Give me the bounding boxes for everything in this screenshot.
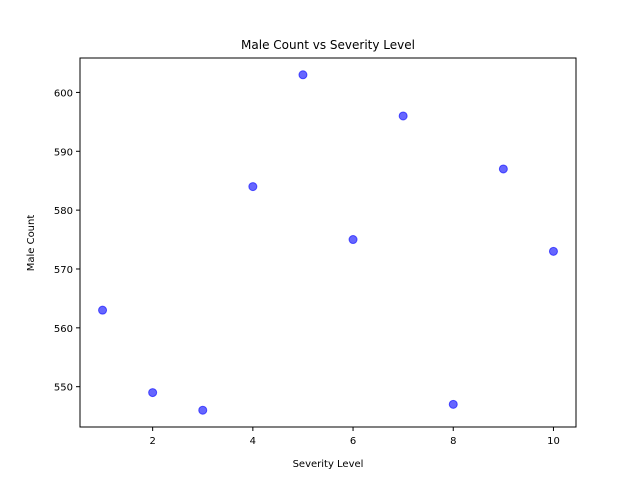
x-tick-label: 6 <box>350 436 356 447</box>
data-point <box>98 305 108 315</box>
y-tick-label: 560 <box>54 324 73 335</box>
data-point <box>298 70 308 80</box>
plot-area: 2 4 6 8 10 550 560 570 580 590 600 <box>54 57 577 447</box>
data-point <box>448 399 458 409</box>
x-axis-label: Severity Level <box>293 459 364 470</box>
y-tick-label: 570 <box>54 265 73 276</box>
x-tick-label: 10 <box>547 436 560 447</box>
data-point <box>548 246 558 256</box>
data-point <box>498 164 508 174</box>
y-tick-label: 580 <box>54 206 73 217</box>
x-tick-label: 4 <box>250 436 256 447</box>
y-tick-label: 600 <box>54 88 73 99</box>
y-axis-label: Male Count <box>26 215 37 272</box>
y-tick-label: 550 <box>54 383 73 394</box>
chart-title: Male Count vs Severity Level <box>241 38 415 52</box>
data-point <box>198 405 208 415</box>
plot-frame <box>79 57 577 428</box>
x-tick-label: 8 <box>450 436 456 447</box>
x-tick-label: 2 <box>149 436 155 447</box>
data-point <box>148 388 158 398</box>
data-point <box>248 182 258 192</box>
data-point <box>348 235 358 245</box>
data-point <box>398 111 408 121</box>
y-tick-label: 590 <box>54 147 73 158</box>
